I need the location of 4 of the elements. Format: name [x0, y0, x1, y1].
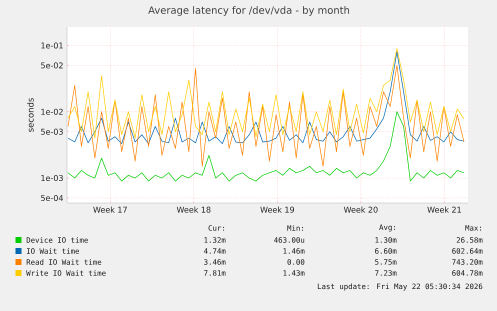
line-series	[68, 111, 464, 182]
line-series	[68, 65, 464, 167]
chart-title: Average latency for /dev/vda - by month	[148, 6, 350, 16]
y-axis-title: seconds	[27, 98, 34, 132]
